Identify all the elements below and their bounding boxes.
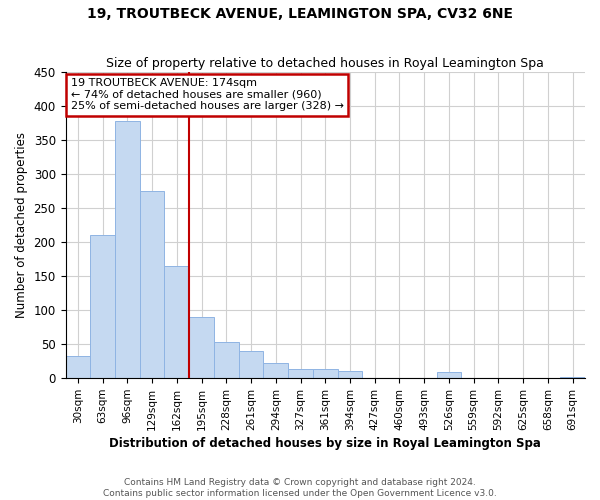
Bar xyxy=(90,236,115,378)
Bar xyxy=(437,372,461,378)
Bar xyxy=(140,191,164,378)
Bar xyxy=(164,266,189,378)
X-axis label: Distribution of detached houses by size in Royal Leamington Spa: Distribution of detached houses by size … xyxy=(109,437,541,450)
Text: 19 TROUTBECK AVENUE: 174sqm
← 74% of detached houses are smaller (960)
25% of se: 19 TROUTBECK AVENUE: 174sqm ← 74% of det… xyxy=(71,78,344,112)
Y-axis label: Number of detached properties: Number of detached properties xyxy=(15,132,28,318)
Bar xyxy=(288,370,313,378)
Bar xyxy=(313,370,338,378)
Title: Size of property relative to detached houses in Royal Leamington Spa: Size of property relative to detached ho… xyxy=(106,56,544,70)
Bar xyxy=(560,377,585,378)
Bar xyxy=(189,317,214,378)
Bar xyxy=(214,342,239,378)
Bar xyxy=(263,362,288,378)
Bar xyxy=(115,121,140,378)
Bar xyxy=(338,372,362,378)
Text: Contains HM Land Registry data © Crown copyright and database right 2024.
Contai: Contains HM Land Registry data © Crown c… xyxy=(103,478,497,498)
Text: 19, TROUTBECK AVENUE, LEAMINGTON SPA, CV32 6NE: 19, TROUTBECK AVENUE, LEAMINGTON SPA, CV… xyxy=(87,8,513,22)
Bar xyxy=(65,356,90,378)
Bar xyxy=(239,351,263,378)
